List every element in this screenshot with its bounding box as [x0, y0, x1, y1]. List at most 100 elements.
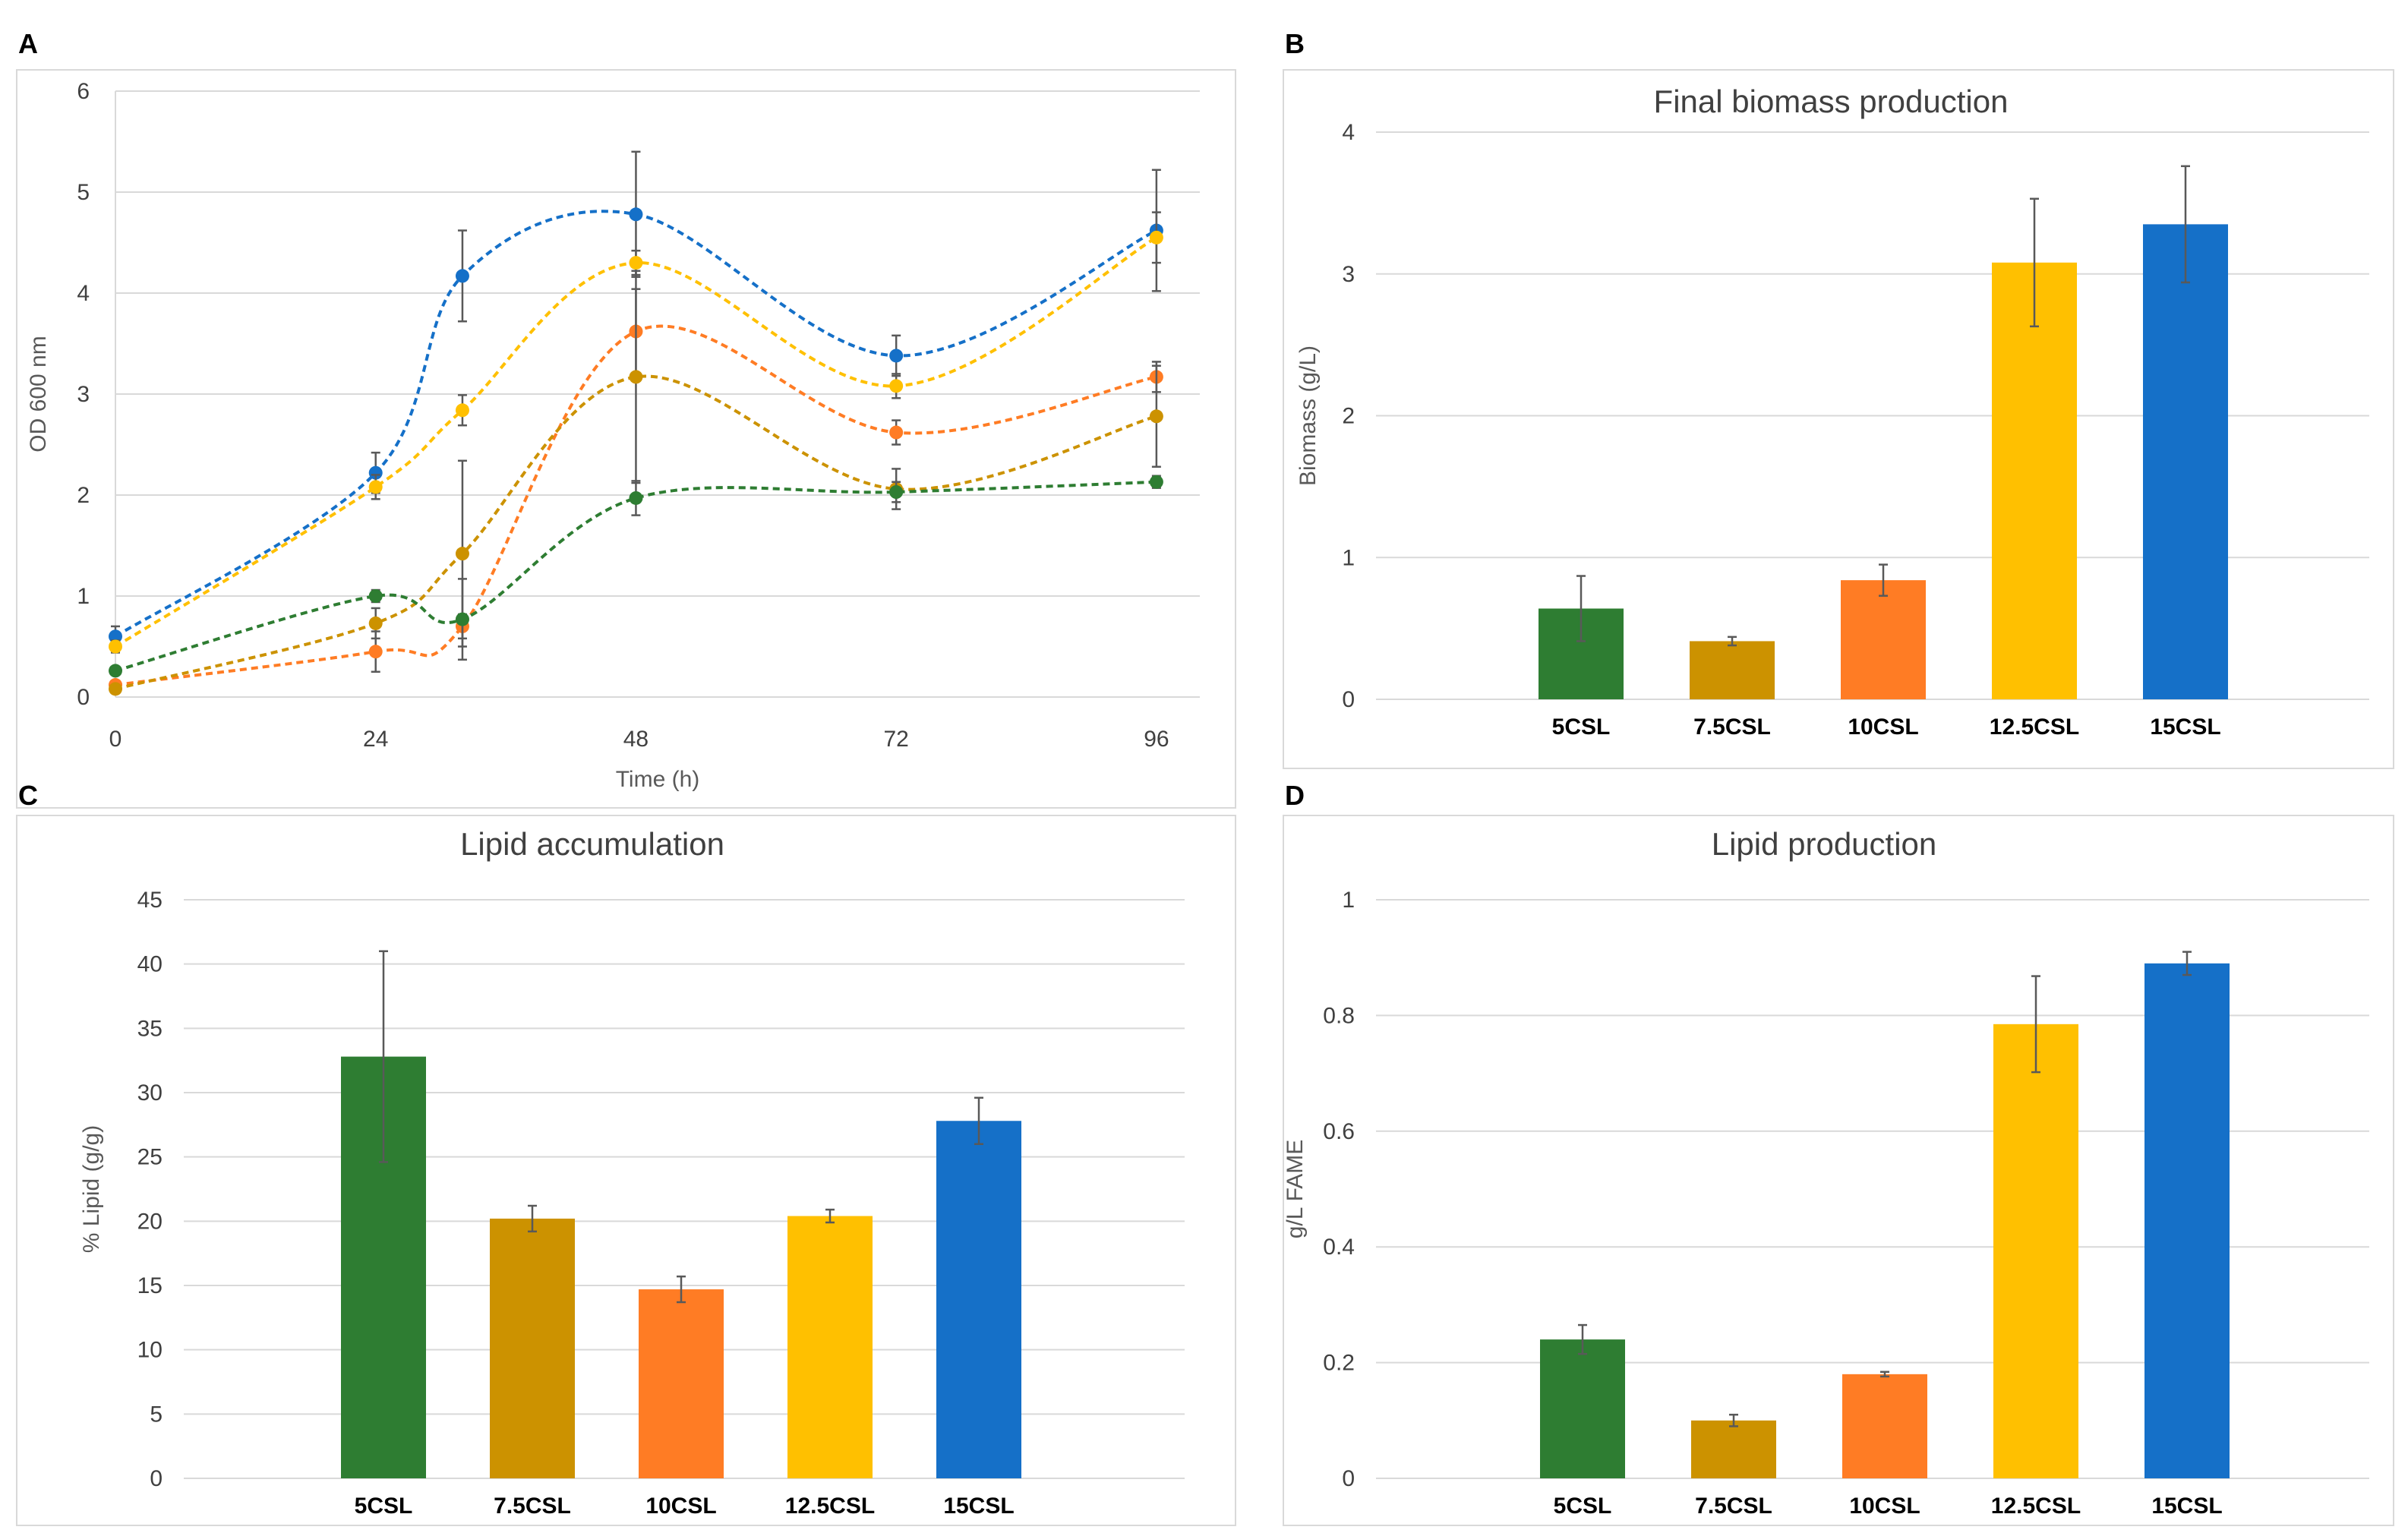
- series-line: [115, 480, 1157, 673]
- data-point: [455, 547, 469, 561]
- bar-7.5CSL: [1691, 1420, 1776, 1478]
- data-point: [1149, 475, 1163, 489]
- panel-c-bar-chart: C Lipid accumulation % Lipid (g/g) 0 5 10 1…: [16, 780, 1236, 1526]
- category-label: 12.5CSL: [1991, 1494, 2081, 1519]
- category-label: 12.5CSL: [1990, 714, 2079, 740]
- series-line: [114, 236, 1157, 648]
- panel-b-bar-chart: B Final biomass production Biomass (g/L)…: [1283, 28, 2394, 769]
- y-axis-label: OD 600 nm: [26, 336, 51, 452]
- category-label: 15CSL: [943, 1494, 1014, 1519]
- series-12.5CSL: [109, 211, 1163, 654]
- y-tick-label: 0: [150, 1466, 163, 1491]
- panel-letter-b: B: [1285, 28, 1305, 59]
- series-line: [114, 210, 1157, 638]
- y-tick-label: 15: [137, 1273, 163, 1298]
- y-tick-label: 0.6: [1323, 1119, 1355, 1144]
- panel-letter-a: A: [18, 28, 38, 59]
- bar-7.5CSL: [1690, 641, 1775, 699]
- data-point: [455, 269, 469, 283]
- category-label: 5CSL: [1552, 714, 1611, 740]
- y-tick-label: 3: [1342, 262, 1355, 287]
- y-tick-label: 5: [150, 1402, 163, 1427]
- x-tick-label: 96: [1144, 727, 1169, 752]
- series-line: [115, 324, 1157, 687]
- bar-10CSL: [1841, 580, 1926, 699]
- x-tick-label: 24: [363, 727, 388, 752]
- bar-12.5CSL: [1993, 1024, 2078, 1478]
- data-point: [455, 403, 469, 418]
- data-point: [368, 480, 383, 494]
- data-point: [889, 349, 904, 363]
- data-point: [368, 589, 383, 603]
- x-tick-label: 72: [883, 727, 908, 752]
- y-tick-label: 0.8: [1323, 1003, 1355, 1028]
- y-tick-label: 10: [137, 1338, 163, 1363]
- bar-15CSL: [2143, 224, 2228, 699]
- bar-10CSL: [1842, 1374, 1927, 1478]
- y-tick-label: 25: [137, 1145, 163, 1170]
- y-tick-label: 45: [137, 888, 163, 913]
- data-point: [889, 425, 904, 440]
- category-label: 7.5CSL: [1693, 714, 1771, 740]
- data-point: [889, 379, 904, 393]
- chart-title: Lipid production: [1712, 826, 1937, 862]
- x-tick-label: 0: [109, 727, 122, 752]
- y-tick-label: 1: [1342, 545, 1355, 570]
- category-label: 5CSL: [355, 1494, 413, 1519]
- y-tick-label: 3: [77, 382, 90, 407]
- category-label: 10CSL: [1848, 714, 1918, 740]
- series-7.5CSL: [109, 270, 1163, 696]
- panel-d-bar-chart: D Lipid production g/L FAME 0 0.2 0.4 0.6 0.…: [1283, 780, 2394, 1526]
- y-tick-label: 6: [77, 79, 90, 104]
- data-point: [629, 370, 643, 384]
- panel-letter-c: C: [18, 780, 38, 811]
- data-point: [455, 612, 469, 626]
- y-tick-label: 0: [77, 685, 90, 710]
- category-label: 15CSL: [2150, 714, 2220, 740]
- panel-c-frame: [16, 815, 1236, 1526]
- y-tick-label: 0: [1342, 687, 1355, 712]
- category-label: 7.5CSL: [494, 1494, 571, 1519]
- x-axis-label: Time (h): [616, 767, 700, 792]
- y-axis-label: Biomass (g/L): [1296, 345, 1321, 486]
- y-tick-label: 0.4: [1323, 1235, 1355, 1260]
- category-label: 10CSL: [645, 1494, 716, 1519]
- data-point: [1149, 409, 1163, 424]
- data-point: [629, 256, 643, 270]
- category-label: 5CSL: [1554, 1494, 1612, 1519]
- data-point: [109, 664, 122, 678]
- data-point: [629, 490, 643, 505]
- data-point: [368, 616, 383, 630]
- data-point: [629, 207, 643, 222]
- panel-a-frame: [16, 69, 1236, 809]
- bar-12.5CSL: [1992, 262, 2077, 699]
- y-tick-label: 30: [137, 1080, 163, 1106]
- chart-title: Final biomass production: [1654, 84, 2009, 119]
- category-label: 10CSL: [1849, 1494, 1920, 1519]
- y-tick-label: 2: [1342, 404, 1355, 429]
- category-label: 7.5CSL: [1695, 1494, 1772, 1519]
- panel-letter-d: D: [1285, 780, 1305, 811]
- x-tick-label: 48: [623, 727, 649, 752]
- bar-5CSL: [1540, 1339, 1625, 1478]
- bar-15CSL: [936, 1121, 1021, 1478]
- y-tick-label: 4: [77, 281, 90, 306]
- y-tick-label: 4: [1342, 120, 1355, 145]
- panel-b-frame: [1283, 69, 2394, 769]
- series-5CSL: [109, 475, 1163, 678]
- y-axis-label: % Lipid (g/g): [79, 1125, 104, 1253]
- y-tick-label: 1: [77, 584, 90, 609]
- data-point: [368, 465, 383, 480]
- y-tick-label: 0: [1342, 1466, 1355, 1491]
- y-tick-label: 2: [77, 483, 90, 508]
- data-point: [109, 639, 122, 654]
- data-point: [109, 682, 122, 696]
- y-tick-label: 40: [137, 952, 163, 977]
- panel-d-frame: [1283, 815, 2394, 1526]
- panel-a-line-chart: A 0 1 2 3 4 5 6 0 24 48 72 96 OD 600 nm Time (h): [16, 28, 1236, 809]
- y-axis-label: g/L FAME: [1283, 1140, 1308, 1239]
- bar-12.5CSL: [787, 1216, 873, 1478]
- y-tick-label: 35: [137, 1016, 163, 1041]
- y-tick-label: 20: [137, 1209, 163, 1234]
